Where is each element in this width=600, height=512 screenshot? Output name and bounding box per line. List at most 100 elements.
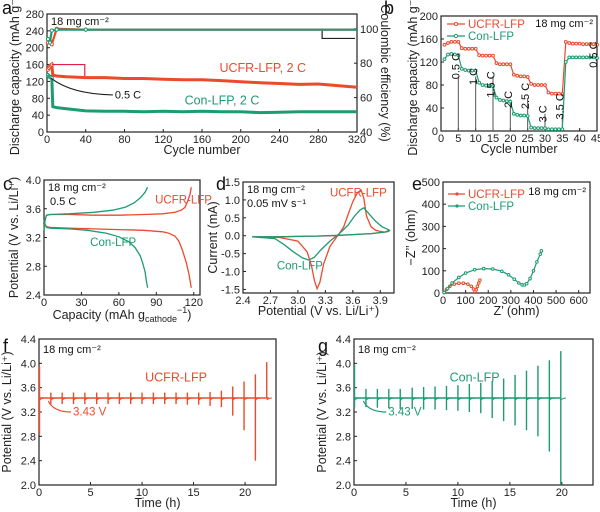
y-axis-label: Discharge capacity (mAh g⁻¹) xyxy=(406,0,420,156)
series-ucfr-lfp-discharge xyxy=(43,219,192,288)
pulse-relaxation xyxy=(411,397,418,401)
x-axis-label: Cycle number xyxy=(480,142,557,156)
data-point xyxy=(581,42,586,47)
data-point xyxy=(47,40,53,45)
data-point xyxy=(442,57,447,62)
x-tick-label: 160 xyxy=(193,134,211,146)
data-point xyxy=(591,42,596,47)
data-point xyxy=(45,37,51,42)
x-tick-label: 0 xyxy=(41,297,47,309)
data-point xyxy=(539,83,544,87)
x-tick-label: 600 xyxy=(570,295,588,307)
y-tick-label: 200 xyxy=(420,11,438,23)
panel-f: f 0 5 10 15 20 2.0 2.4 2.8 3.2 3.6 4.0 4.4 Time (h) Po… xyxy=(0,334,277,510)
x-tick-label: 320 xyxy=(348,134,366,146)
data-point xyxy=(504,99,509,103)
pulse-relaxation xyxy=(130,397,136,401)
left-axis-arrow-icon xyxy=(51,63,86,76)
annotation-loading: 18 mg cm⁻² xyxy=(358,344,416,356)
rate-label: 1 C xyxy=(468,68,480,85)
label-con-2c: Con-LFP, 2 C xyxy=(185,94,260,108)
y-tick-label: 40 xyxy=(426,103,438,115)
x-axis-label: Capacity (mAh gcathode−1) xyxy=(53,305,192,324)
data-point xyxy=(535,260,539,264)
pulse-relaxation xyxy=(526,397,532,401)
data-point xyxy=(508,99,513,104)
panel-label-e: e xyxy=(412,174,422,194)
legend-marker xyxy=(455,204,459,208)
data-point xyxy=(546,90,551,95)
x-tick-label: 80 xyxy=(118,134,130,146)
series-ucfr-lfp-capacity xyxy=(46,61,358,89)
y2-axis-label: Coulombic efficiency (%) xyxy=(378,4,392,141)
pulse-relaxation xyxy=(119,397,125,401)
data-point xyxy=(491,84,495,89)
y-tick-label: 500 xyxy=(422,177,440,189)
y2-tick-label: 60 xyxy=(360,93,372,105)
data-point xyxy=(588,55,592,60)
label-ucfr-2c: UCFR-LFP, 2 C xyxy=(219,61,306,75)
y-tick-label: 3.2 xyxy=(26,233,41,245)
series-con-lfp xyxy=(252,206,391,261)
x-tick-label: 30 xyxy=(75,297,87,309)
annotation-scan-rate: 0.05 mV s⁻¹ xyxy=(247,198,306,210)
y-tick-label: 4.0 xyxy=(21,358,36,370)
pulse-relaxation xyxy=(469,397,475,401)
data-point xyxy=(474,287,479,292)
annotation-loading: 18 mg cm⁻² xyxy=(51,16,109,28)
panel-b: b05101520253035404504080120160200Cycle n… xyxy=(384,0,600,156)
y-tick-label: 0 xyxy=(432,126,438,138)
data-point xyxy=(536,83,540,87)
x-tick-label: 500 xyxy=(547,295,565,307)
panel-e: e 0 100 200 300 400 500 600 0 100 200 300 400 500 Z’ (… xyxy=(404,174,591,318)
x-tick-label: 30 xyxy=(539,133,551,145)
data-point xyxy=(480,53,485,58)
pulse-relaxation xyxy=(549,397,555,401)
data-point xyxy=(484,53,488,58)
x-tick-label: 0 xyxy=(44,134,50,146)
data-point xyxy=(518,74,523,79)
panel-label-g: g xyxy=(318,336,328,356)
pulse-relaxation xyxy=(457,397,464,401)
data-point xyxy=(477,80,482,85)
label-0.5c: 0.5 C xyxy=(115,89,141,101)
pulse-relaxation xyxy=(388,397,395,401)
panel-label-d: d xyxy=(216,174,226,194)
y-tick-label: 280 xyxy=(26,9,44,21)
x-tick-label: 0 xyxy=(351,487,357,499)
y-tick-label: 160 xyxy=(26,60,44,72)
data-point xyxy=(524,281,529,286)
y-tick-label: 200 xyxy=(422,244,440,256)
series-ucfr-lfp-coulombic-efficiency xyxy=(47,27,357,48)
x-tick-label: 120 xyxy=(185,297,203,309)
data-point xyxy=(512,277,517,282)
x-tick-label: 2.4 xyxy=(235,295,250,307)
x-tick-label: 5 xyxy=(455,133,461,145)
pulse-relaxation xyxy=(560,397,566,401)
data-point xyxy=(463,271,468,275)
legend-marker xyxy=(453,21,459,27)
pulse-relaxation xyxy=(491,397,498,401)
x-axis-label: Time (h) xyxy=(450,496,496,510)
data-point xyxy=(532,83,537,87)
annotation-loading: 18 mg cm⁻² xyxy=(247,184,305,196)
pulse-relaxation xyxy=(503,397,509,401)
data-point xyxy=(567,55,572,60)
x-tick-label: 200 xyxy=(232,134,250,146)
data-point xyxy=(478,278,482,282)
pulse-relaxation xyxy=(221,397,227,401)
y-tick-label: 4.4 xyxy=(21,334,36,346)
y-tick-label: 2.4 xyxy=(21,456,36,468)
pulse-relaxation xyxy=(187,397,193,401)
label-ucfr: UCFR-LFP xyxy=(155,195,212,207)
pulse-relaxation xyxy=(377,397,383,401)
data-point xyxy=(459,46,464,51)
data-point xyxy=(459,67,464,71)
y-tick-label: 2.8 xyxy=(26,261,41,273)
data-point xyxy=(470,68,475,73)
x-tick-label: 25 xyxy=(522,133,534,145)
x-tick-label: 15 xyxy=(504,487,516,499)
x-tick-label: 0 xyxy=(440,295,446,307)
data-point xyxy=(529,81,534,86)
